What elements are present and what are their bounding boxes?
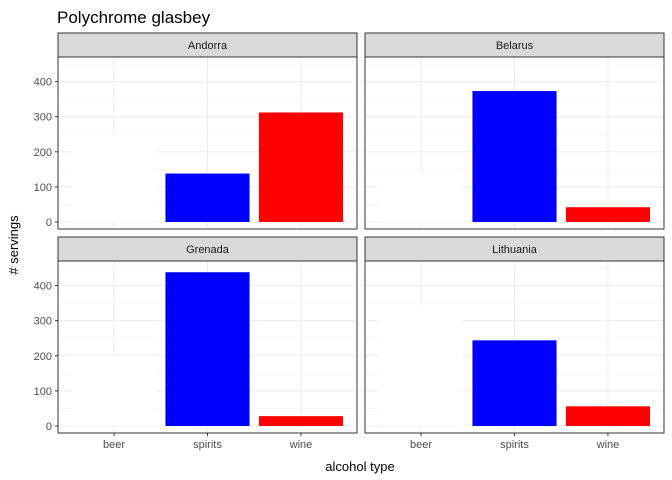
panel-border	[57, 56, 358, 230]
facet-strip-label: Lithuania	[492, 244, 538, 256]
facet-strip	[57, 32, 358, 58]
y-tick-label: 400	[34, 281, 52, 293]
bar-wine	[258, 112, 343, 222]
facet-panel-lithuania: Lithuania beer spirits wine	[364, 236, 665, 451]
bar-spirits	[165, 272, 250, 426]
bar-spirits	[472, 340, 557, 426]
y-tick-label: 300	[34, 316, 52, 328]
chart-title: Polychrome glasbey	[57, 8, 211, 27]
x-tick-label: wine	[596, 439, 620, 451]
facet-strip-label: Grenada	[186, 244, 230, 256]
bar-wine	[258, 416, 343, 426]
facet-strip	[364, 32, 665, 58]
panel-border	[364, 56, 665, 230]
facet-strip	[364, 236, 665, 262]
bar-beer	[379, 305, 464, 426]
y-tick-label: 200	[34, 147, 52, 159]
bar-beer	[72, 135, 157, 222]
facet-panel-grenada: Grenada 0 100 200 300 400 beer spirits wine	[34, 236, 358, 451]
facet-panels: Andorra 0 100 200 300 400 Belarus Grenada 0 100 20…	[34, 32, 665, 451]
x-tick-label: beer	[103, 439, 125, 451]
x-tick-label: beer	[410, 439, 432, 451]
facet-strip-label: Andorra	[188, 40, 228, 52]
y-tick-label: 400	[34, 77, 52, 89]
y-tick-label: 300	[34, 112, 52, 124]
y-tick-label: 100	[34, 386, 52, 398]
bar-beer	[72, 356, 157, 426]
bar-wine	[565, 207, 650, 222]
bar-spirits	[472, 91, 557, 222]
y-axis-title: # servings	[6, 215, 21, 275]
x-tick-label: spirits	[500, 439, 529, 451]
y-tick-label: 200	[34, 351, 52, 363]
facet-strip	[57, 236, 358, 262]
x-tick-label: wine	[289, 439, 313, 451]
x-tick-label: spirits	[193, 439, 222, 451]
y-tick-label: 100	[34, 182, 52, 194]
y-tick-label: 0	[46, 217, 52, 229]
x-axis-title: alcohol type	[325, 459, 394, 474]
y-tick-label: 0	[46, 421, 52, 433]
facet-panel-belarus: Belarus	[364, 32, 665, 230]
facet-panel-andorra: Andorra 0 100 200 300 400	[34, 32, 358, 230]
facet-strip-label: Belarus	[496, 40, 534, 52]
bar-beer	[379, 172, 464, 222]
bar-spirits	[165, 173, 250, 222]
bar-wine	[565, 406, 650, 426]
